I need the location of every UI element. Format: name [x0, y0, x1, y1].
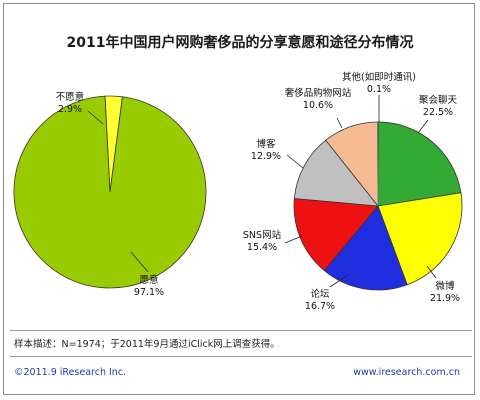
sample-note: 样本描述：N=1974；于2011年9月通过iClick网上调查获得。 [14, 339, 280, 350]
channel-slice-5 [325, 121, 379, 208]
divider-bottom [10, 356, 472, 357]
channel-value-5: 10.6% [303, 100, 333, 111]
channel-slice-4 [293, 139, 379, 207]
willingness-value-1: 2.9% [58, 104, 82, 115]
channel-leader-2 [329, 274, 349, 288]
channel-value-2: 16.7% [305, 301, 335, 312]
channel-slice-3 [293, 198, 379, 272]
channel-value-3: 15.4% [247, 242, 277, 253]
channel-value-0: 22.5% [423, 107, 453, 118]
channel-label-1: 微博 [435, 280, 455, 292]
channel-slice-2 [323, 205, 408, 291]
channel-label-4: 博客 [256, 138, 276, 150]
channel-leader-1 [426, 265, 437, 279]
channel-leader-5 [336, 117, 343, 129]
channel-slice-0 [377, 121, 462, 207]
channel-label-3: SNS网站 [243, 229, 282, 241]
channel-label-0: 聚会聊天 [419, 94, 458, 106]
channel-leader-3 [284, 235, 303, 244]
channel-leader-0 [417, 119, 429, 134]
willingness-slice-0 [13, 95, 207, 289]
channel-value-1: 21.9% [430, 293, 460, 304]
channel-label-6: 其他(如即时通讯) [342, 71, 416, 83]
divider-top [10, 330, 472, 331]
channel-label-5: 奢侈品购物网站 [285, 87, 352, 99]
willingness-label-0: 愿意 [139, 274, 158, 286]
willingness-label-1: 不愿意 [56, 91, 85, 103]
channel-label-2: 论坛 [310, 288, 330, 300]
channel-value-6: 0.1% [367, 84, 391, 95]
channel-slice-6 [377, 121, 379, 207]
willingness-leader-0 [130, 251, 149, 273]
copyright-text: ©2011.9 iResearch Inc. [14, 367, 127, 378]
channel-leader-4 [286, 154, 304, 169]
willingness-leader-1 [87, 110, 104, 125]
website-link[interactable]: www.iresearch.com.cn [353, 367, 460, 378]
chart-title: 2011年中国用户网购奢侈品的分享意愿和途径分布情况 [66, 35, 414, 51]
willingness-value-0: 97.1% [134, 287, 164, 298]
channel-value-4: 12.9% [251, 151, 281, 162]
